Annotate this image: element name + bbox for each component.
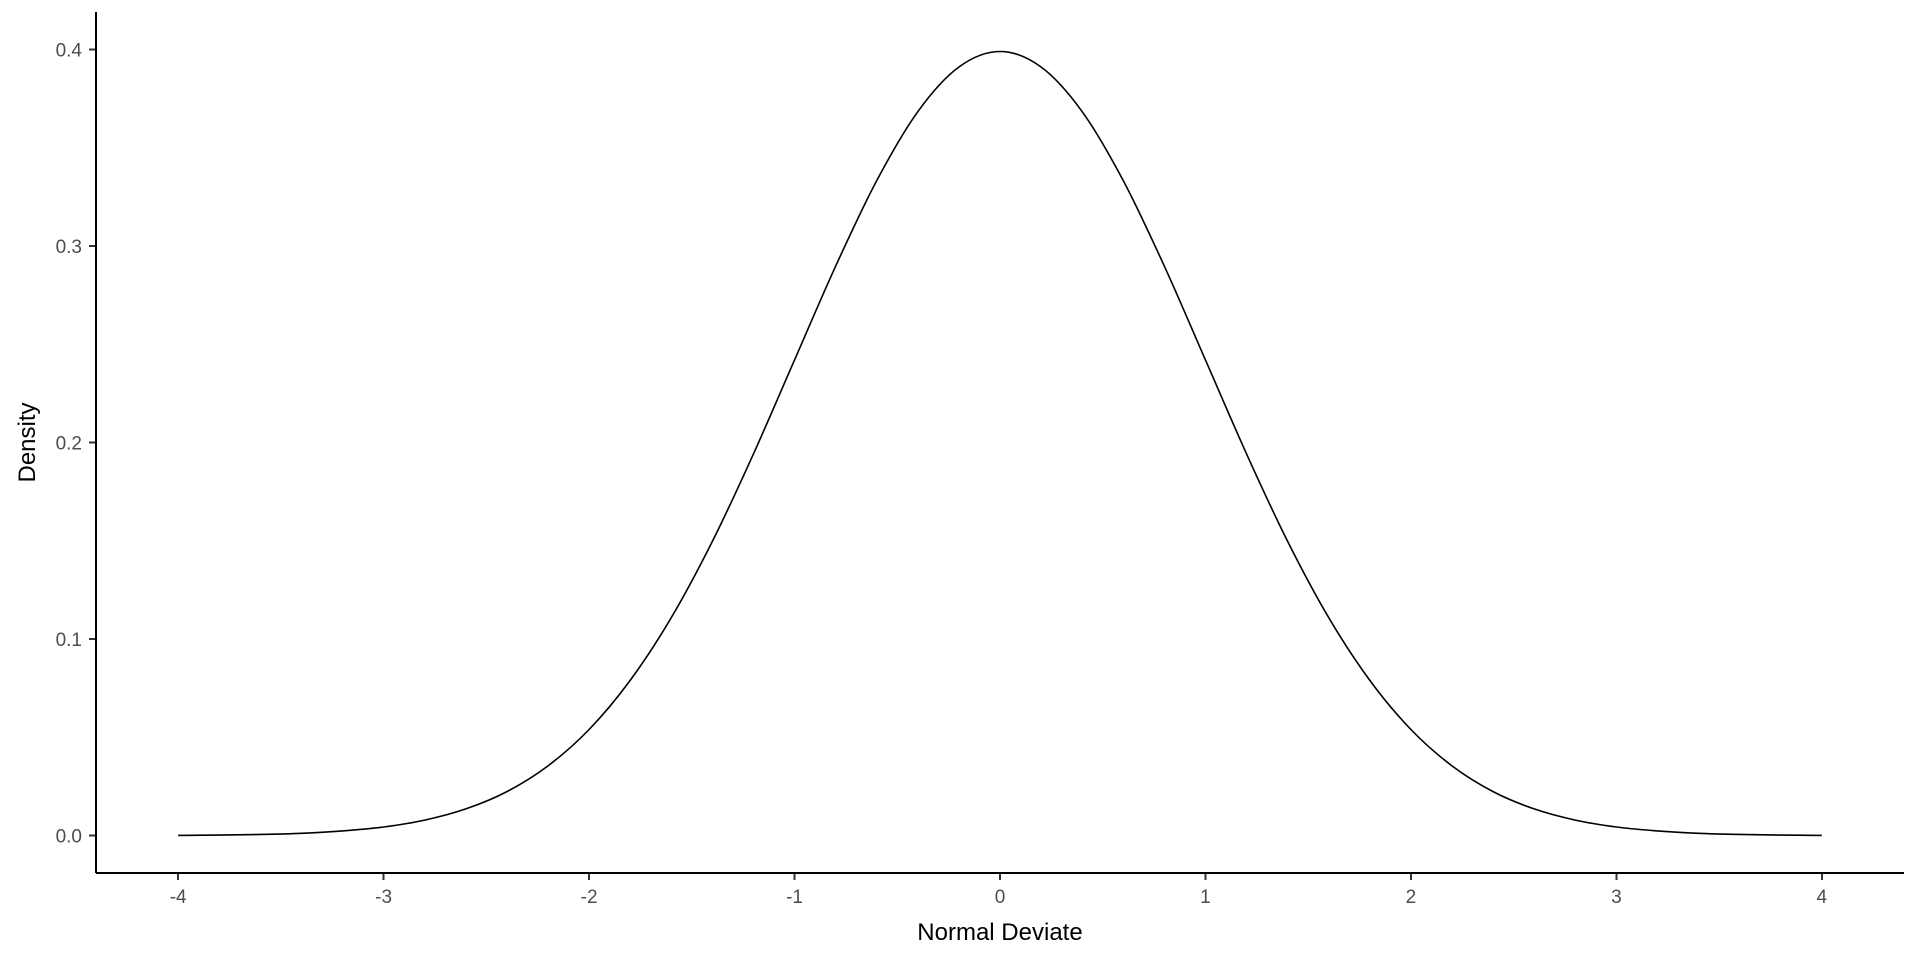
x-tick-label: -1 (786, 887, 803, 908)
x-tick-label: 4 (1817, 887, 1828, 908)
x-tick-label: -4 (170, 887, 187, 908)
x-axis-ticks: -4 -3 -2 -1 0 1 2 3 4 (170, 873, 1828, 908)
x-tick-label: 1 (1200, 887, 1211, 908)
x-tick-label: -3 (375, 887, 392, 908)
y-tick-label: 0.3 (56, 237, 82, 258)
x-tick-label: -2 (581, 887, 598, 908)
x-tick-label: 0 (995, 887, 1006, 908)
x-axis-title: Normal Deviate (917, 919, 1082, 946)
x-tick-label: 2 (1406, 887, 1417, 908)
density-curve (178, 50, 1822, 837)
y-tick-label: 0.4 (56, 40, 83, 61)
plot-area: -4 -3 -2 -1 0 1 2 3 4 0.0 0.1 0.2 0.3 0.4 (56, 12, 1904, 908)
x-tick-label: 3 (1611, 887, 1622, 908)
y-tick-label: 0.1 (56, 630, 82, 651)
y-tick-label: 0.2 (56, 434, 82, 455)
y-axis-ticks: 0.0 0.1 0.2 0.3 0.4 (56, 40, 96, 848)
y-tick-label: 0.0 (56, 827, 82, 848)
y-axis-title: Density (14, 402, 41, 482)
